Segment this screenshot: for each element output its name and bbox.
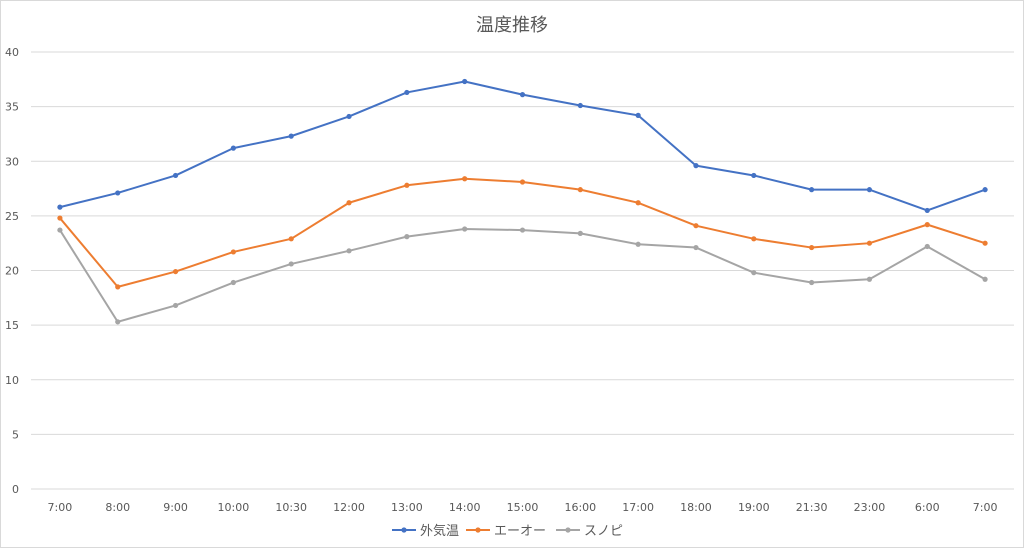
data-point [577,102,583,109]
data-point [230,279,236,286]
data-point [115,284,121,290]
data-point [57,204,63,210]
data-point [924,222,930,228]
y-tick-label: 35 [5,101,19,114]
data-point [462,176,468,182]
data-point [693,223,699,229]
x-tick-label: 13:00 [391,501,423,514]
data-point [751,236,757,242]
legend-label: スノピ [584,524,623,539]
data-point [115,319,121,325]
y-tick-label: 20 [5,265,19,278]
legend-marker [401,527,407,533]
data-point [693,163,699,169]
x-tick-label: 16:00 [564,501,596,514]
data-point [519,227,526,233]
data-point [751,270,757,276]
x-tick-label: 12:00 [333,501,365,514]
chart-title: 温度推移 [476,15,548,36]
data-point [577,187,583,193]
data-point [230,145,236,151]
y-tick-label: 15 [5,319,19,332]
legend-label: エーオー [494,524,546,539]
data-point [57,227,63,233]
data-point [404,182,410,188]
y-tick-label: 5 [12,428,19,441]
data-point [809,244,815,251]
data-point [982,276,988,282]
data-point [693,244,699,251]
x-tick-label: 17:00 [622,501,654,514]
data-point [57,215,63,221]
y-tick-label: 40 [5,46,19,59]
data-point [404,234,410,240]
data-point [809,279,815,286]
data-point [982,240,988,246]
data-point [924,243,930,250]
data-point [924,207,930,214]
legend-marker [475,527,481,533]
data-point [577,230,583,236]
data-point [635,200,641,206]
x-tick-label: 15:00 [507,501,539,514]
data-point [982,187,988,193]
data-point [635,112,641,118]
data-point [404,89,410,96]
data-point [346,248,352,254]
legend-item-2: エーオー [466,524,546,539]
y-tick-label: 0 [12,483,19,496]
y-tick-label: 30 [5,155,19,168]
data-point [230,249,236,255]
x-tick-label: 23:00 [854,501,886,514]
data-point [462,78,468,85]
x-tick-label: 21:30 [796,501,828,514]
series-line-3 [59,227,986,323]
data-point [346,113,352,120]
data-point [519,92,526,98]
legend-item-1: 外気温 [392,523,459,539]
data-point [866,240,873,246]
data-point [172,268,179,275]
x-tick-label: 10:00 [218,501,250,514]
data-point [519,179,526,185]
legend-label: 外気温 [420,523,459,539]
data-point [288,261,294,267]
x-tick-label: 18:00 [680,501,712,514]
x-tick-label: 6:00 [915,501,940,514]
y-tick-label: 10 [5,374,19,387]
legend-item-3: スノピ [556,524,623,539]
x-tick-label: 10:30 [275,501,307,514]
data-point [751,172,757,179]
y-tick-label: 25 [5,210,19,223]
legend-marker [565,527,571,533]
data-point [172,302,179,309]
x-tick-label: 14:00 [449,501,481,514]
data-point [635,241,641,247]
data-point [809,187,815,193]
data-point [462,226,468,232]
data-point [288,133,294,139]
data-point [866,276,873,282]
data-point [115,190,121,196]
x-tick-label: 9:00 [163,501,188,514]
x-tick-label: 7:00 [973,501,998,514]
data-point [866,187,873,193]
x-tick-label: 7:00 [48,501,73,514]
data-point [172,172,179,179]
x-tick-label: 19:00 [738,501,770,514]
series-line-1 [59,80,986,212]
x-tick-label: 8:00 [105,501,130,514]
data-point [346,200,352,206]
data-point [288,236,294,242]
